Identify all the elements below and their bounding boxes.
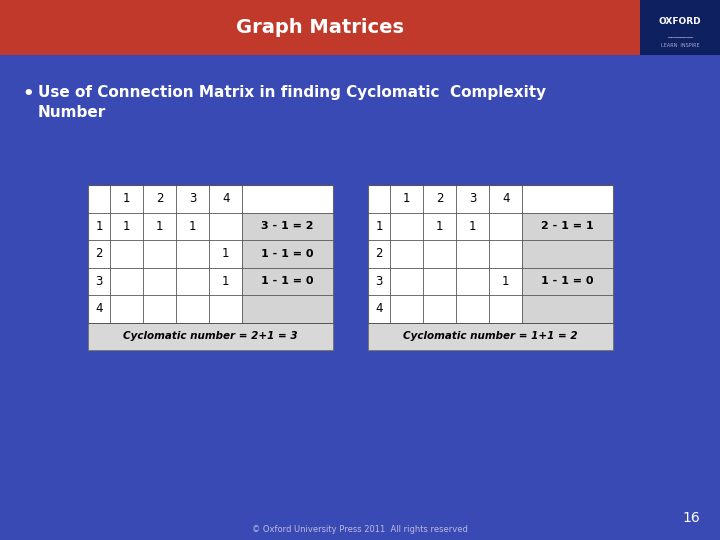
Text: 3: 3 (95, 275, 103, 288)
Text: 4: 4 (95, 302, 103, 315)
FancyBboxPatch shape (243, 295, 333, 323)
Text: 2: 2 (95, 247, 103, 260)
FancyBboxPatch shape (88, 323, 333, 350)
FancyBboxPatch shape (368, 323, 613, 350)
Text: 1: 1 (375, 220, 383, 233)
FancyBboxPatch shape (522, 240, 613, 268)
Text: 16: 16 (683, 511, 700, 525)
Text: •: • (22, 85, 34, 103)
Text: 3: 3 (375, 275, 383, 288)
Text: ────────: ──────── (667, 36, 693, 41)
Text: 1 - 1 = 0: 1 - 1 = 0 (541, 276, 594, 286)
Text: 1: 1 (469, 220, 477, 233)
Text: OXFORD: OXFORD (659, 17, 701, 26)
FancyBboxPatch shape (522, 213, 613, 240)
Text: 1: 1 (502, 275, 510, 288)
Text: 1: 1 (95, 220, 103, 233)
Text: 1: 1 (436, 220, 444, 233)
Text: 4: 4 (222, 192, 230, 205)
Text: 1: 1 (123, 192, 130, 205)
Text: 3 - 1 = 2: 3 - 1 = 2 (261, 221, 314, 231)
Text: 1: 1 (402, 192, 410, 205)
Text: Number: Number (38, 105, 107, 120)
FancyBboxPatch shape (88, 185, 333, 350)
Text: 1 - 1 = 0: 1 - 1 = 0 (261, 276, 314, 286)
FancyBboxPatch shape (640, 0, 720, 55)
Text: 2: 2 (375, 247, 383, 260)
FancyBboxPatch shape (243, 268, 333, 295)
FancyBboxPatch shape (243, 240, 333, 268)
Text: 3: 3 (469, 192, 477, 205)
Text: 2: 2 (156, 192, 163, 205)
Text: © Oxford University Press 2011  All rights reserved: © Oxford University Press 2011 All right… (252, 525, 468, 535)
FancyBboxPatch shape (243, 213, 333, 240)
Text: 1: 1 (123, 220, 130, 233)
Text: 4: 4 (375, 302, 383, 315)
FancyBboxPatch shape (368, 185, 613, 350)
Text: 4: 4 (502, 192, 510, 205)
Text: 3: 3 (189, 192, 197, 205)
Text: Cyclomatic number = 1+1 = 2: Cyclomatic number = 1+1 = 2 (403, 332, 578, 341)
Text: Cyclomatic number = 2+1 = 3: Cyclomatic number = 2+1 = 3 (123, 332, 298, 341)
Text: LEARN  INSPIRE: LEARN INSPIRE (661, 43, 699, 48)
Text: 1: 1 (156, 220, 163, 233)
Text: 2: 2 (436, 192, 444, 205)
Text: 1: 1 (222, 247, 230, 260)
FancyBboxPatch shape (0, 0, 720, 55)
Text: 1 - 1 = 0: 1 - 1 = 0 (261, 249, 314, 259)
Text: Use of Connection Matrix in finding Cyclomatic  Complexity: Use of Connection Matrix in finding Cycl… (38, 85, 546, 100)
FancyBboxPatch shape (522, 295, 613, 323)
Text: 1: 1 (222, 275, 230, 288)
Text: 2 - 1 = 1: 2 - 1 = 1 (541, 221, 594, 231)
Text: Graph Matrices: Graph Matrices (236, 18, 404, 37)
FancyBboxPatch shape (522, 268, 613, 295)
Text: 1: 1 (189, 220, 197, 233)
